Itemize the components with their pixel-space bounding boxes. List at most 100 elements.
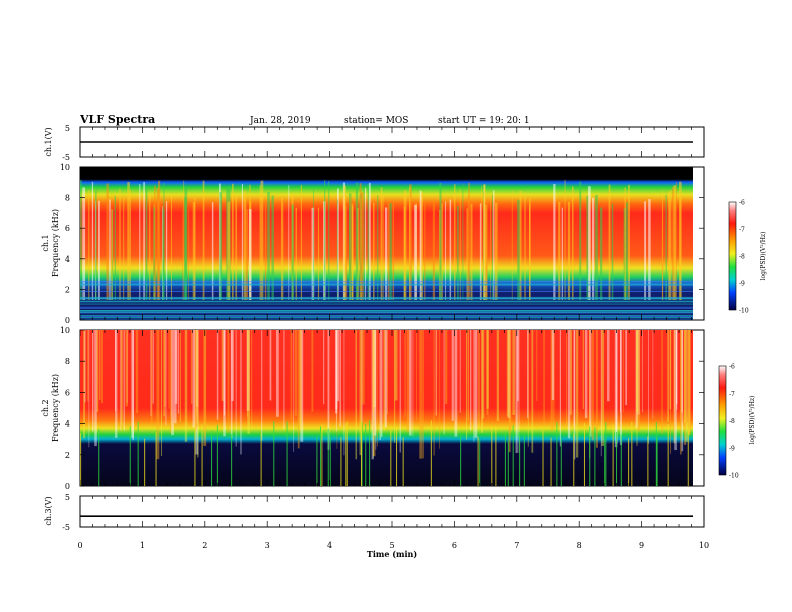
sferic-line (402, 437, 404, 486)
spectral-stripe (267, 191, 270, 300)
sferic-line (604, 438, 606, 486)
spectral-stripe (80, 180, 82, 300)
spectral-stripe (323, 330, 325, 405)
colorbar-tick-label: -9 (729, 445, 735, 452)
spectral-stripe (615, 330, 618, 444)
spectral-stripe (485, 200, 488, 300)
spectral-stripe (392, 202, 395, 300)
spectral-stripe (449, 199, 452, 300)
start-time-label: start UT = 19: 20: 1 (438, 116, 530, 126)
spectral-stripe (550, 330, 553, 431)
sferic-line (365, 423, 367, 486)
sferic-line (137, 421, 139, 486)
spectral-stripe (508, 330, 512, 431)
spectral-stripe (361, 192, 364, 300)
noise-line (80, 316, 693, 317)
spectral-stripe (486, 330, 489, 409)
spectral-stripe (245, 209, 249, 300)
spectral-stripe (241, 183, 243, 300)
spectral-stripe (673, 330, 675, 412)
spectral-stripe (336, 188, 339, 300)
ch2-spectrogram-stripes (80, 330, 691, 486)
spectral-stripe (575, 330, 579, 458)
spectral-stripe (194, 330, 198, 431)
spectral-stripe (156, 187, 160, 300)
sferic-line (361, 421, 363, 486)
spectral-stripe (150, 330, 153, 423)
spectral-stripe (416, 330, 417, 421)
sferic-line (507, 439, 509, 486)
spectral-stripe (339, 330, 341, 427)
spectral-stripe (619, 330, 621, 413)
spectral-stripe (439, 330, 440, 449)
spectral-stripe (343, 185, 346, 300)
ch1-waveform-ticks (79, 127, 705, 157)
spectral-stripe (230, 330, 233, 439)
y-tick-label: 2 (65, 451, 70, 460)
colorbar-tick-label: -6 (729, 364, 735, 371)
spectral-stripe (375, 330, 377, 450)
spectral-stripe (337, 330, 340, 402)
spectral-stripe (95, 190, 97, 300)
spectral-stripe (243, 190, 247, 300)
spectral-stripe (678, 181, 682, 300)
spectral-stripe (519, 190, 522, 300)
spectral-stripe (135, 330, 139, 414)
spectral-stripe (247, 330, 250, 434)
spectral-stripe (553, 330, 555, 430)
ch2-spectrogram-ylabel-channel: ch.2 (41, 399, 50, 416)
spectral-stripe (300, 330, 304, 442)
spectral-stripe (335, 330, 338, 409)
figure-title: VLF Spectra (79, 113, 155, 126)
spectral-stripe (219, 192, 223, 300)
sferic-line (327, 428, 329, 486)
sferic-line (495, 426, 497, 486)
time-axis-tick-labels: 0 1 2 3 4 5 6 7 8 9 10 (77, 541, 709, 550)
ch2-colorbar-label: log(PSD)(V²/Hz) (749, 396, 756, 445)
spectral-stripe (684, 330, 686, 424)
x-tick-label: 2 (202, 541, 207, 550)
sferic-line (477, 436, 479, 486)
spectral-stripe (165, 201, 168, 300)
spectral-stripe (87, 330, 89, 402)
noise-line (80, 298, 693, 300)
ch2-colorbar-ticks: -6 -7 -8 -9 -10 (729, 364, 739, 480)
spectral-stripe (349, 196, 351, 300)
spectral-stripe (672, 186, 675, 300)
sferic-line (80, 433, 82, 486)
spectral-stripe (644, 201, 647, 300)
spectral-stripe (470, 203, 473, 300)
spectral-stripe (467, 195, 469, 300)
spectral-stripe (184, 330, 188, 442)
spectral-stripe (195, 330, 199, 427)
spectral-stripe (443, 330, 445, 435)
sferic-line (329, 437, 331, 486)
spectral-stripe (373, 330, 377, 436)
sferic-line (504, 432, 506, 486)
sferic-line (396, 428, 398, 486)
spectral-stripe (687, 330, 690, 435)
spectral-stripe (271, 195, 274, 300)
spectral-stripe (454, 184, 456, 300)
sferic-line (340, 437, 342, 486)
noise-line (80, 311, 693, 313)
spectral-stripe (491, 194, 493, 300)
spectral-stripe (372, 330, 375, 412)
spectral-stripe (235, 194, 238, 300)
spectral-stripe (345, 206, 348, 300)
spectral-stripe (158, 180, 161, 300)
spectral-stripe (625, 330, 628, 406)
spectral-stripe (614, 330, 618, 448)
spectral-stripe (231, 183, 234, 300)
spectral-stripe (412, 330, 414, 437)
spectral-stripe (637, 330, 641, 432)
spectral-stripe (669, 330, 671, 454)
colorbar-tick-label: -10 (729, 473, 739, 480)
spectral-stripe (197, 330, 199, 458)
spectral-stripe (299, 330, 302, 430)
spectral-stripe (83, 330, 86, 439)
spectral-stripe (221, 330, 224, 401)
spectral-stripe (517, 199, 520, 300)
spectral-stripe (591, 330, 594, 441)
spectral-stripe (669, 190, 672, 300)
